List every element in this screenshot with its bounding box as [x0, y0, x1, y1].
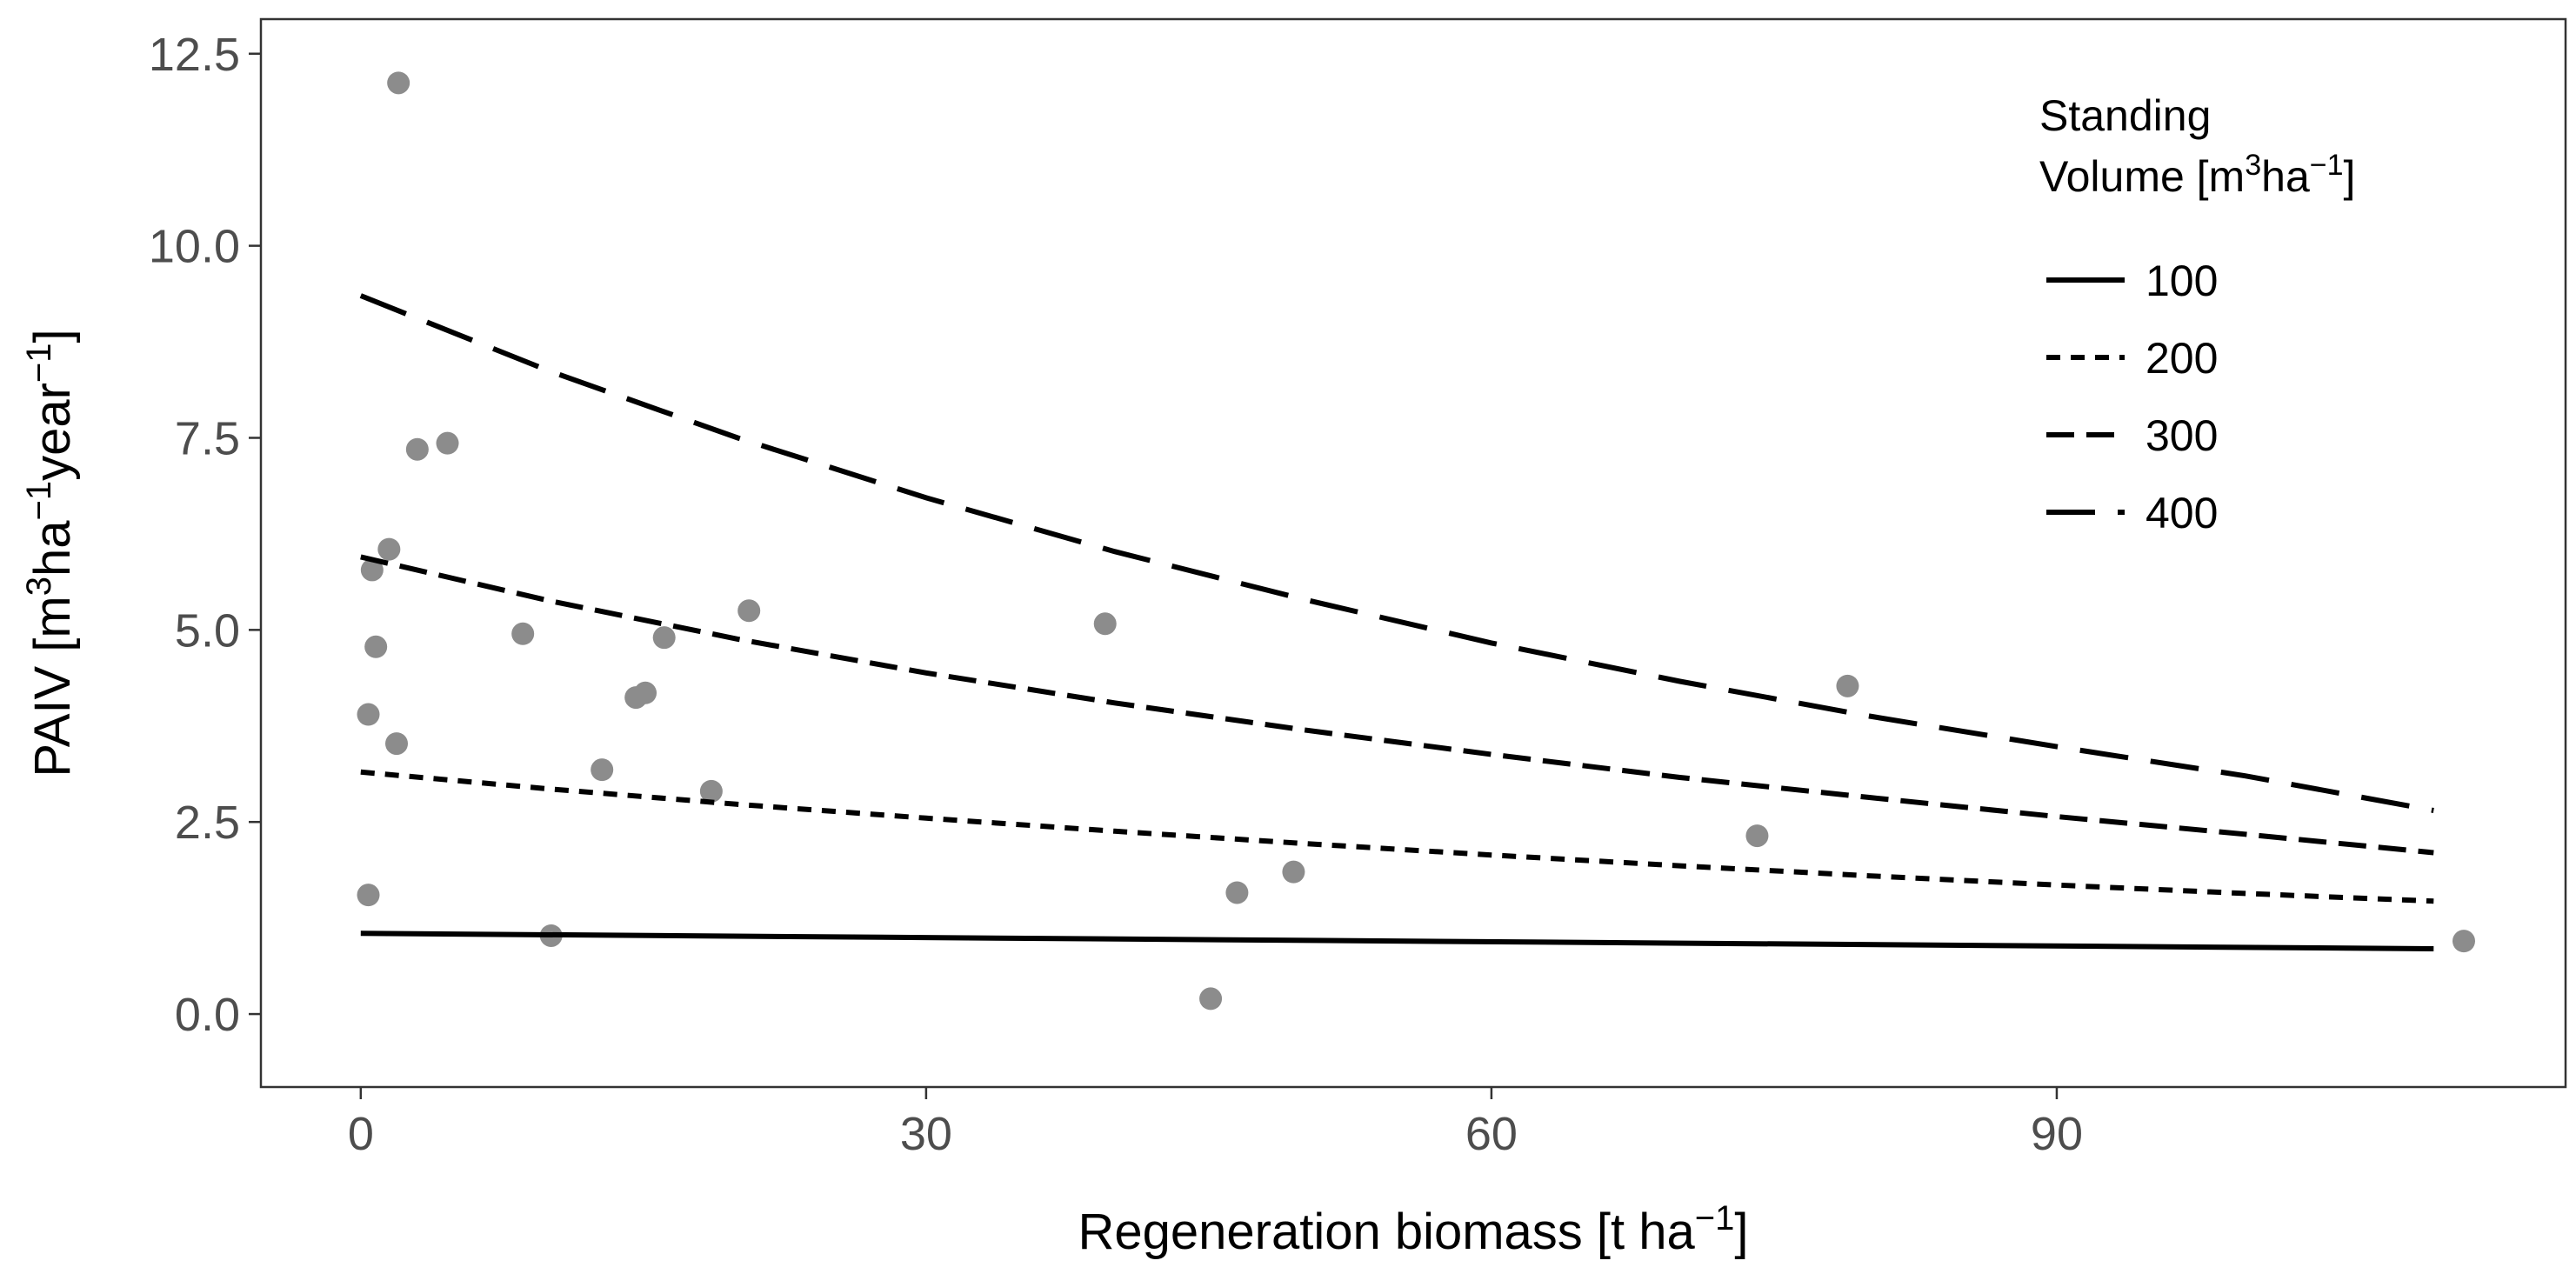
x-tick-label: 30: [900, 1108, 952, 1160]
data-point: [699, 779, 723, 803]
data-point: [360, 558, 384, 582]
data-point: [357, 884, 380, 907]
legend-title-line-2: Volume [m3ha−1]: [2039, 149, 2355, 201]
data-point: [1836, 674, 1859, 697]
data-point: [652, 626, 676, 650]
data-point: [511, 622, 535, 645]
data-point: [634, 681, 657, 704]
y-label-sup: 3: [20, 577, 58, 596]
x-label-sup: −1: [1695, 1199, 1735, 1237]
data-point: [377, 537, 401, 561]
y-tick-label: 0.0: [175, 989, 240, 1041]
y-axis-label: PAIV [m3ha−1year−1]: [20, 329, 81, 777]
series-line-400: [359, 293, 2434, 813]
x-tick-label: 0: [348, 1108, 374, 1160]
axis-layer: 0 30 60 90 0.0 2.5 5.0 7.5 10.0 12.5: [149, 29, 2083, 1160]
legend-title-sup: 3: [2245, 149, 2261, 182]
data-point: [385, 732, 409, 756]
series-line-200: [360, 769, 2434, 904]
y-tick-label: 5.0: [175, 604, 240, 657]
legend-entries: 100 200 300 400: [2046, 257, 2218, 537]
data-point: [2452, 930, 2475, 953]
panel-border: [259, 17, 2567, 1089]
series-line-100: [360, 930, 2434, 951]
data-point: [1745, 824, 1769, 848]
points-layer: [357, 71, 2475, 1011]
data-point: [1199, 987, 1223, 1011]
data-point: [357, 703, 380, 726]
data-point: [387, 71, 410, 95]
data-point: [1282, 860, 1305, 884]
x-tick-label: 90: [2031, 1108, 2083, 1160]
legend-label-100: 100: [2146, 257, 2218, 305]
y-tick-label: 10.0: [149, 221, 240, 273]
lines-layer: [359, 293, 2434, 951]
legend-label-400: 400: [2146, 489, 2218, 537]
data-point: [1225, 881, 1249, 904]
data-point: [405, 437, 429, 461]
y-tick-label: 7.5: [175, 412, 240, 464]
y-tick-label: 2.5: [175, 797, 240, 849]
legend-label-200: 200: [2146, 334, 2218, 383]
y-label-sup: −1: [20, 481, 58, 521]
data-point: [364, 635, 388, 658]
x-tick-label: 60: [1465, 1108, 1518, 1160]
y-tick-label: 12.5: [149, 29, 240, 81]
data-point: [591, 758, 614, 782]
x-axis-label: Regeneration biomass [t ha−1]: [1078, 1199, 1748, 1260]
series-line-300: [360, 554, 2434, 856]
data-point: [436, 431, 459, 455]
data-point: [1093, 612, 1117, 636]
data-point: [737, 599, 761, 623]
legend-label-300: 300: [2146, 411, 2218, 460]
y-label-sup: −1: [20, 343, 58, 383]
legend-title-line-1: Standing: [2039, 91, 2211, 140]
legend: Standing Volume [m3ha−1] 100 200 300 400: [2039, 91, 2355, 537]
legend-title-sup: −1: [2310, 149, 2344, 182]
